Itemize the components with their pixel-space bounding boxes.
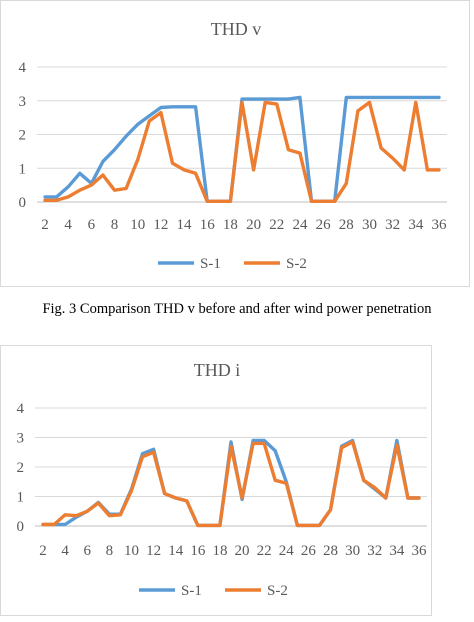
x-tick-label: 8 — [106, 543, 114, 559]
series-line-s-2 — [41, 440, 421, 528]
y-tick-label: 0 — [17, 519, 25, 535]
x-tick-label: 4 — [64, 217, 72, 233]
y-tick-label: 2 — [19, 128, 27, 144]
x-tick-label: 30 — [362, 217, 377, 233]
x-tick-label: 22 — [257, 543, 272, 559]
x-tick-label: 20 — [235, 543, 250, 559]
series-line-s-1 — [43, 95, 441, 204]
y-tick-label: 4 — [19, 60, 27, 76]
x-tick-label: 10 — [130, 217, 145, 233]
x-tick-label: 2 — [39, 543, 47, 559]
y-tick-label: 2 — [17, 460, 25, 476]
chart-thd-i: THD i 0 1 2 3 4 2 4 6 8 10 12 14 16 18 20 22 24 26 28 30 32 34… — [0, 345, 432, 616]
x-tick-label: 16 — [200, 217, 216, 233]
x-tick-label: 36 — [432, 217, 448, 233]
x-tick-label: 4 — [61, 543, 69, 559]
x-tick-label: 12 — [153, 217, 168, 233]
x-tick-label: 22 — [269, 217, 284, 233]
x-tick-label: 12 — [146, 543, 161, 559]
x-tick-label: 16 — [190, 543, 206, 559]
x-tick-label: 24 — [279, 543, 295, 559]
x-tick-label: 28 — [323, 543, 338, 559]
x-tick-label: 6 — [88, 217, 96, 233]
x-tick-label: 24 — [292, 217, 308, 233]
chart-title: THD i — [194, 360, 241, 380]
chart-title: THD v — [211, 19, 262, 39]
x-tick-label: 34 — [389, 543, 405, 559]
x-tick-label: 32 — [385, 217, 400, 233]
y-tick-label: 4 — [17, 401, 25, 417]
legend-label-s-1: S-1 — [200, 256, 221, 272]
x-tick-label: 32 — [367, 543, 382, 559]
x-tick-label: 34 — [408, 217, 424, 233]
x-tick-label: 10 — [124, 543, 139, 559]
y-tick-label: 1 — [19, 161, 27, 177]
x-tick-label: 36 — [412, 543, 428, 559]
x-tick-label: 14 — [177, 217, 193, 233]
legend-label-s-1: S-1 — [181, 583, 202, 599]
y-tick-label: 3 — [19, 94, 27, 110]
x-tick-label: 18 — [223, 217, 238, 233]
x-tick-label: 20 — [246, 217, 261, 233]
y-tick-label: 0 — [19, 195, 27, 211]
series-line-s-2 — [43, 100, 441, 204]
x-tick-label: 6 — [83, 543, 91, 559]
y-tick-label: 1 — [17, 490, 25, 506]
y-tick-label: 3 — [17, 431, 25, 447]
x-tick-label: 8 — [111, 217, 119, 233]
x-tick-label: 30 — [345, 543, 360, 559]
x-tick-label: 26 — [316, 217, 332, 233]
x-tick-label: 2 — [41, 217, 49, 233]
figure-caption: Fig. 3 Comparison THD v before and after… — [42, 301, 432, 317]
x-tick-label: 18 — [212, 543, 227, 559]
x-tick-label: 26 — [301, 543, 317, 559]
chart-thd-v: THD v 0 1 2 3 4 2 4 6 8 10 12 14 16 18 20 22 24 26 28 30 32 34… — [0, 0, 470, 287]
legend-label-s-2: S-2 — [267, 583, 288, 599]
x-tick-label: 14 — [168, 543, 184, 559]
x-tick-label: 28 — [339, 217, 354, 233]
legend-label-s-2: S-2 — [286, 256, 307, 272]
